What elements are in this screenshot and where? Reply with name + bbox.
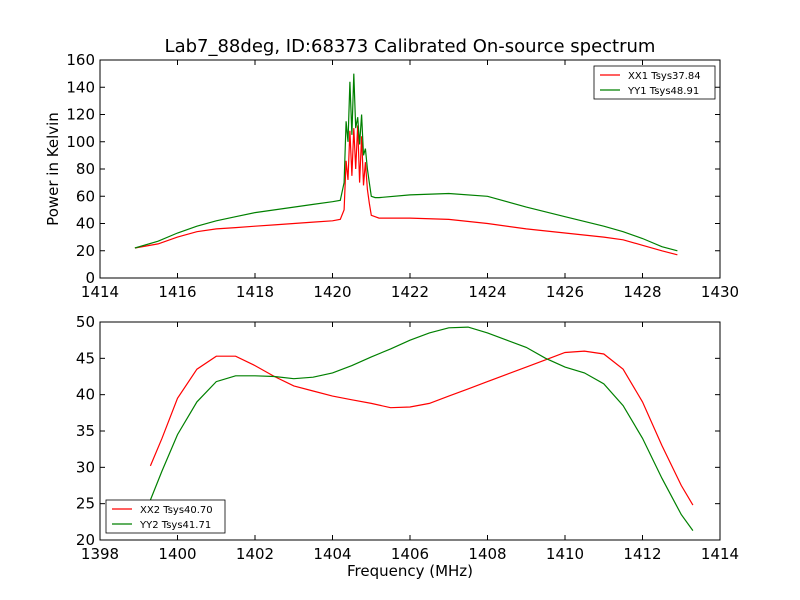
x-tick-label: 1414	[701, 545, 739, 563]
y-tick-label: 40	[76, 215, 95, 233]
y-tick-label: 50	[76, 313, 95, 331]
legend-box	[105, 499, 226, 534]
x-tick-label: 1398	[81, 545, 119, 563]
x-tick-label: 1414	[81, 283, 119, 301]
x-tick-label: 1410	[546, 545, 584, 563]
y-tick-label: 60	[76, 187, 95, 205]
y-tick-label: 0	[85, 269, 95, 287]
y-tick-label: 40	[76, 386, 95, 404]
y-tick-label: 100	[66, 133, 95, 151]
x-tick-label: 1418	[236, 283, 274, 301]
top-plot: 1414 1416 1418 1420 1422 1424 1426 1428 1430 0 20 4…	[44, 51, 739, 301]
series-line-2	[134, 73, 678, 252]
y-tick-label: 80	[76, 160, 95, 178]
x-tick-label: 1402	[236, 545, 274, 563]
x-tick-label: 1428	[623, 283, 661, 301]
x-tick-label: 1422	[391, 283, 429, 301]
y-tick-label: 25	[76, 495, 95, 513]
y-tick-label: 120	[66, 106, 95, 124]
x-axis-label: Frequency (MHz)	[347, 562, 473, 580]
x-tick-label: 1426	[546, 283, 584, 301]
x-tick-label: 1406	[391, 545, 429, 563]
y-tick-label: 35	[76, 422, 95, 440]
y-tick-label: 30	[76, 458, 95, 476]
legend-label-2: YY1 Tsys48.91	[627, 86, 699, 97]
y-tick-label: 160	[66, 51, 95, 69]
series-line-2	[149, 326, 694, 531]
x-tick-label: 1430	[701, 283, 739, 301]
legend-label-1: XX2 Tsys40.70	[140, 505, 213, 516]
legend-label-2: YY2 Tsys41.71	[139, 520, 211, 531]
chart-title: Lab7_88deg, ID:68373 Calibrated On-sourc…	[165, 36, 656, 57]
x-tick-label: 1400	[158, 545, 196, 563]
legend-box	[593, 65, 716, 100]
y-tick-label: 140	[66, 78, 95, 96]
legend-label-1: XX1 Tsys37.84	[628, 71, 701, 82]
x-tick-label: 1416	[158, 283, 196, 301]
x-tick-label: 1424	[468, 283, 506, 301]
x-tick-label: 1404	[313, 545, 351, 563]
x-tick-label: 1420	[313, 283, 351, 301]
bottom-plot: 1398 1400 1402 1404 1406 1408 1410 1412 1414 20 25…	[76, 313, 739, 580]
y-axis-label: Power in Kelvin	[44, 112, 62, 226]
series-line-1	[149, 350, 694, 506]
x-tick-label: 1412	[623, 545, 661, 563]
y-tick-label: 20	[76, 242, 95, 260]
y-tick-label: 20	[76, 531, 95, 549]
y-tick-label: 45	[76, 349, 95, 367]
x-tick-label: 1408	[468, 545, 506, 563]
